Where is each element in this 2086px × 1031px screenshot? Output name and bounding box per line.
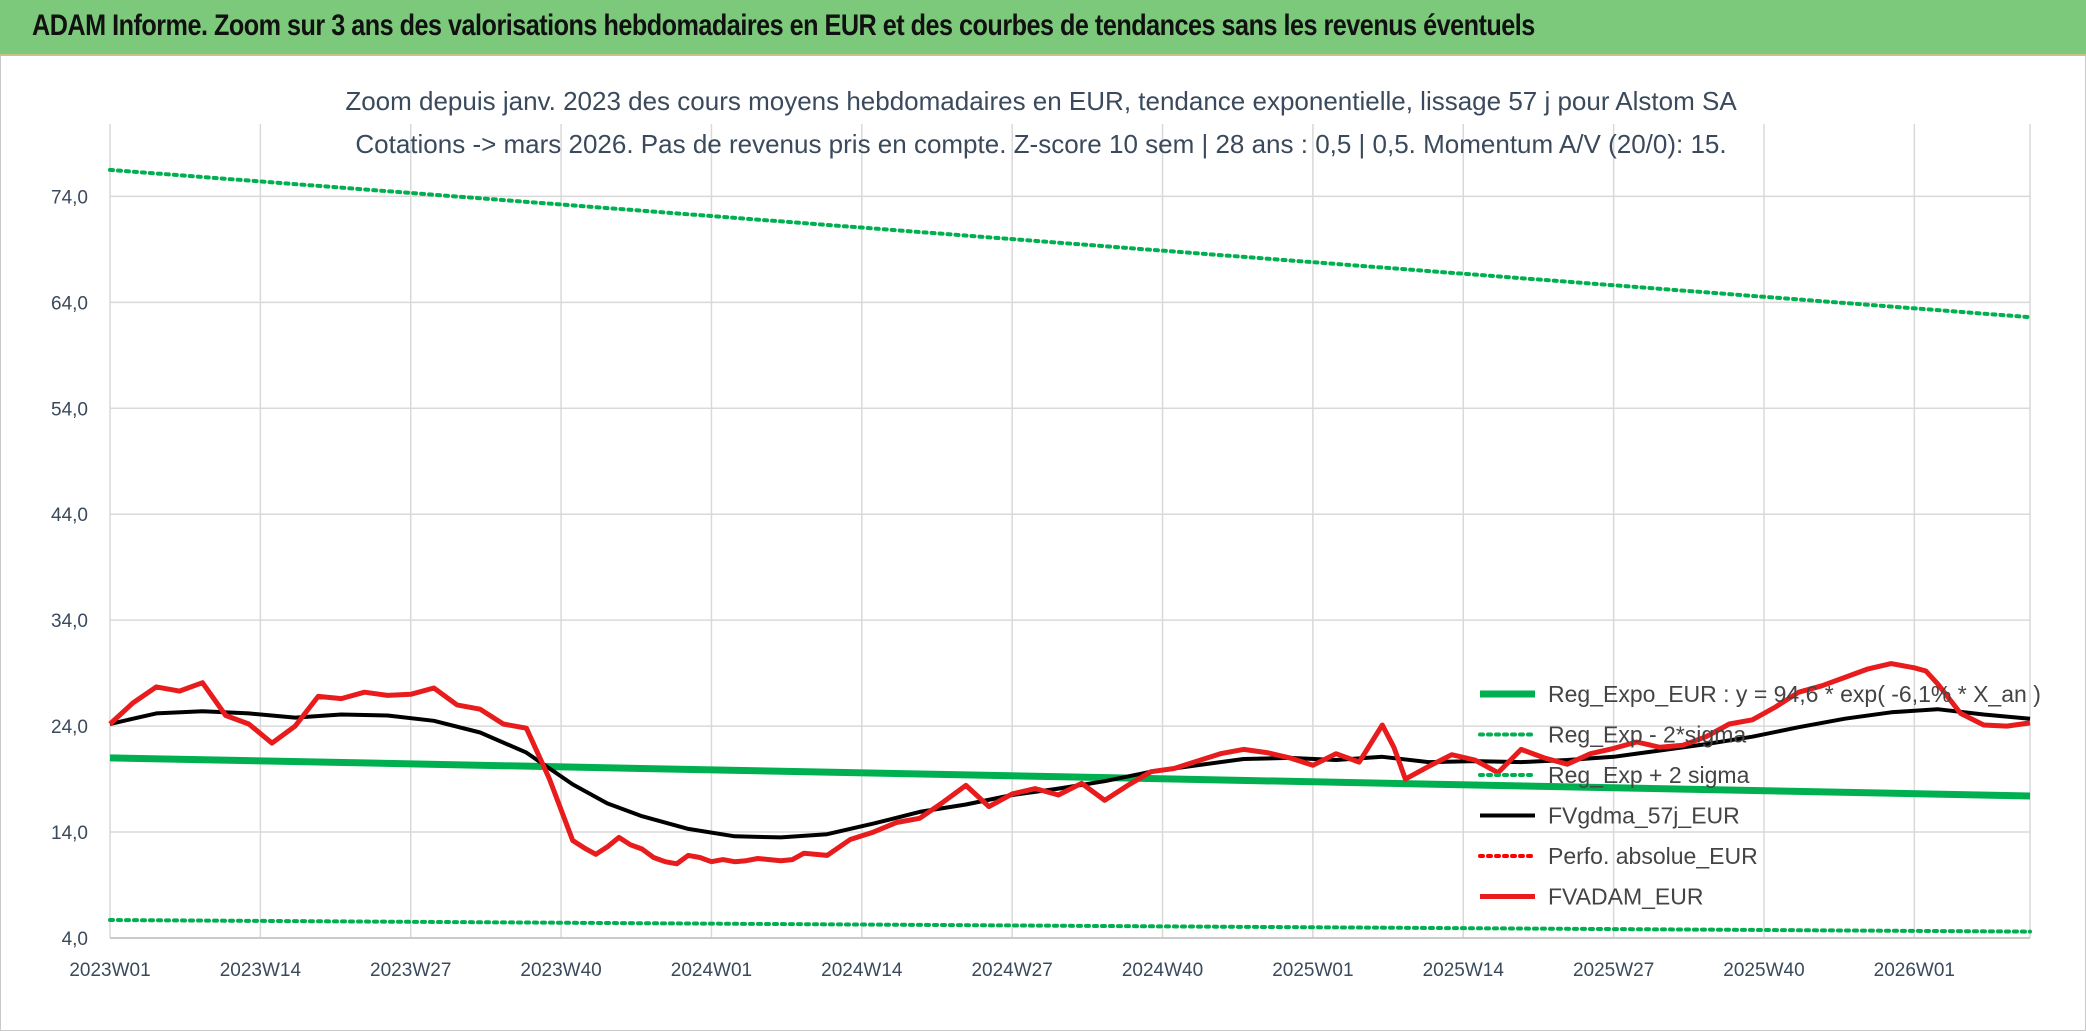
- x-tick-label: 2024W40: [1122, 960, 1203, 981]
- x-tick-label: 2023W14: [220, 960, 302, 981]
- legend-label: Reg_Exp - 2*sigma: [1548, 722, 1746, 748]
- report-banner: ADAM Informe. Zoom sur 3 ans des valoris…: [0, 0, 2086, 56]
- y-tick-label: 44,0: [51, 505, 88, 526]
- x-tick-label: 2023W01: [69, 960, 150, 981]
- line-chart: 74,064,054,044,034,024,014,04,0 2023W01 2…: [51, 86, 2041, 981]
- chart-title: Zoom depuis janv. 2023 des cours moyens …: [345, 86, 1737, 116]
- x-tick-label: 2026W01: [1874, 960, 1955, 981]
- legend-label: FVgdma_57j_EUR: [1548, 803, 1740, 829]
- legend-label: FVADAM_EUR: [1548, 884, 1704, 910]
- x-tick-label: 2024W27: [971, 960, 1052, 981]
- regression-plus-2sigma-line: [108, 167, 2032, 320]
- x-tick-label: 2025W40: [1723, 960, 1804, 981]
- x-tick-label: 2024W01: [671, 960, 752, 981]
- series-group: [108, 167, 2032, 934]
- y-tick-label: 4,0: [62, 929, 88, 950]
- report-title: ADAM Informe. Zoom sur 3 ans des valoris…: [32, 9, 1535, 42]
- x-tick-label: 2024W14: [821, 960, 903, 981]
- y-tick-label: 24,0: [51, 717, 88, 738]
- y-tick-label: 34,0: [51, 611, 88, 632]
- y-tick-label: 74,0: [51, 187, 88, 208]
- fvadam-line: [108, 661, 2031, 867]
- legend-label: Perfo. absolue_EUR: [1548, 843, 1758, 869]
- x-tick-label: 2025W01: [1272, 960, 1353, 981]
- regression-minus-2sigma-line: [108, 918, 2032, 934]
- y-tick-label: 14,0: [51, 823, 88, 844]
- y-tick-label: 54,0: [51, 399, 88, 420]
- regression-line: [109, 754, 2031, 800]
- x-tick-label: 2025W27: [1573, 960, 1654, 981]
- y-axis-ticks: 74,0 64,0 54,0 44,0 34,0 24,0 14,0 4,0: [51, 187, 88, 950]
- legend-label: Reg_Expo_EUR : y = 94,6 * exp( -6,1% * X…: [1548, 681, 2041, 707]
- x-tick-label: 2023W40: [520, 960, 601, 981]
- y-tick-label: 64,0: [51, 293, 88, 314]
- legend: Reg_Expo_EUR : y = 94,6 * exp( -6,1% * X…: [1478, 681, 2041, 910]
- fvgdma-line: [109, 707, 2031, 840]
- grid: [109, 124, 2031, 939]
- chart-subtitle: Cotations -> mars 2026. Pas de revenus p…: [355, 129, 1726, 159]
- legend-label: Reg_Exp + 2 sigma: [1548, 762, 1750, 788]
- x-tick-label: 2025W14: [1423, 960, 1505, 981]
- x-axis-ticks: 2023W01 2023W14 2023W27 2023W40 2024W01 2024W…: [69, 960, 1955, 981]
- x-tick-label: 2023W27: [370, 960, 451, 981]
